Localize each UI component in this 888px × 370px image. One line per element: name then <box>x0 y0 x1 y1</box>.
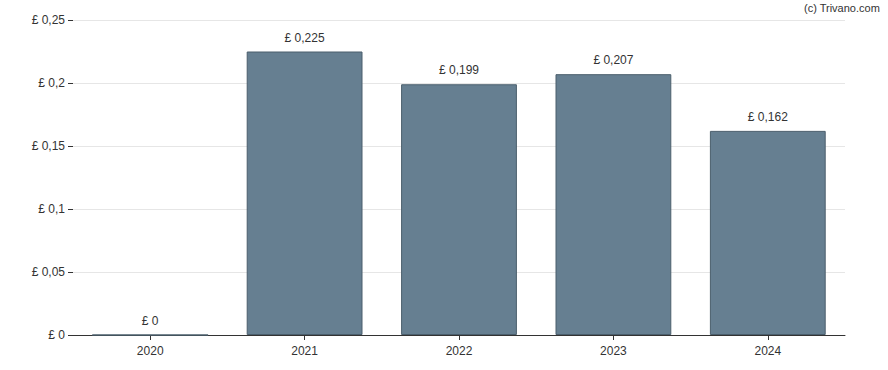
svg-text:£ 0,25: £ 0,25 <box>32 13 66 27</box>
svg-text:£ 0,225: £ 0,225 <box>285 31 325 45</box>
svg-text:2024: 2024 <box>754 344 781 358</box>
svg-text:£ 0,1: £ 0,1 <box>38 202 65 216</box>
svg-text:(c) Trivano.com: (c) Trivano.com <box>804 2 880 14</box>
svg-text:£ 0,15: £ 0,15 <box>32 139 66 153</box>
svg-text:2021: 2021 <box>291 344 318 358</box>
svg-text:£ 0,2: £ 0,2 <box>38 76 65 90</box>
svg-text:£ 0,162: £ 0,162 <box>748 110 788 124</box>
svg-text:£ 0,199: £ 0,199 <box>439 63 479 77</box>
svg-text:£ 0,207: £ 0,207 <box>593 53 633 67</box>
svg-text:2023: 2023 <box>600 344 627 358</box>
svg-text:2020: 2020 <box>137 344 164 358</box>
svg-text:£ 0: £ 0 <box>142 314 159 328</box>
svg-text:£ 0: £ 0 <box>48 328 65 342</box>
svg-text:2022: 2022 <box>446 344 473 358</box>
svg-text:£ 0,05: £ 0,05 <box>32 265 66 279</box>
